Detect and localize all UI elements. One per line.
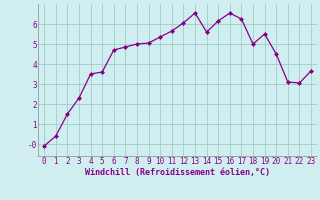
X-axis label: Windchill (Refroidissement éolien,°C): Windchill (Refroidissement éolien,°C) <box>85 168 270 177</box>
